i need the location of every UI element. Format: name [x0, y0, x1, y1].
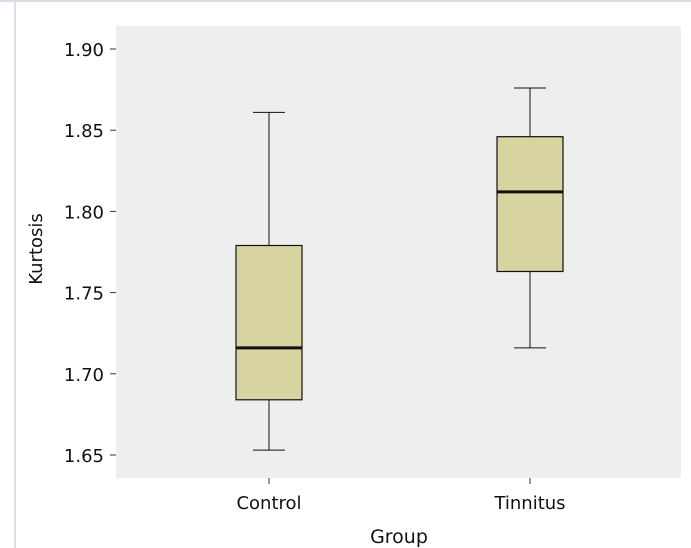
- y-tick-label: 1.85: [64, 121, 104, 142]
- x-axis: Control Tinnitus: [236, 478, 566, 514]
- y-tick-label: 1.65: [64, 446, 104, 467]
- frame-top-border: [0, 0, 691, 2]
- x-tick-label-tinnitus: Tinnitus: [493, 493, 565, 514]
- y-tick-label: 1.80: [64, 202, 104, 223]
- y-tick-label: 1.70: [64, 365, 104, 386]
- boxes: [235, 87, 564, 451]
- x-axis-label: Group: [370, 526, 428, 548]
- x-tick-label-control: Control: [236, 493, 301, 514]
- iqr-box: [235, 244, 303, 401]
- iqr-box: [496, 136, 564, 273]
- y-axis: 1.65 1.70 1.75 1.80 1.85 1.90: [64, 40, 116, 467]
- y-tick-label: 1.90: [64, 40, 104, 61]
- box-control: [235, 111, 303, 451]
- frame-left-border: [14, 0, 16, 548]
- y-tick-label: 1.75: [64, 284, 104, 305]
- y-axis-label: Kurtosis: [26, 213, 47, 285]
- box-tinnitus: [496, 87, 564, 349]
- plot-area: [116, 26, 681, 478]
